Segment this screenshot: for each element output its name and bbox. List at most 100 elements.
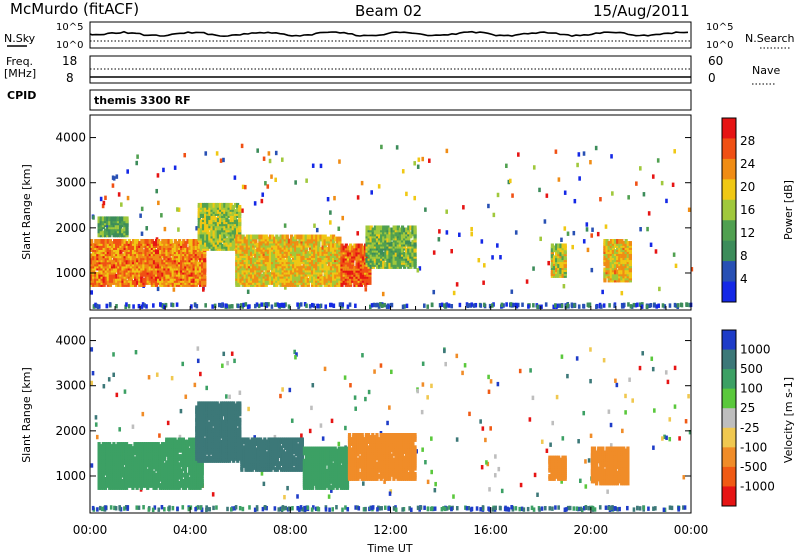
scatter-cell	[383, 479, 386, 484]
data-cell	[144, 278, 148, 283]
noise-cell	[520, 506, 524, 512]
scatter-cell	[233, 358, 236, 364]
scatter-cell	[195, 226, 198, 231]
data-cell	[127, 474, 131, 480]
data-cell	[182, 243, 186, 248]
noise-cell	[491, 507, 495, 512]
scatter-cell	[575, 356, 579, 361]
scatter-cell	[405, 191, 408, 197]
scatter-cell	[115, 392, 119, 398]
data-cell	[317, 257, 321, 263]
scatter-cell	[294, 180, 297, 185]
scatter-cell	[470, 226, 473, 232]
scatter-cell	[381, 291, 385, 297]
data-cell	[208, 219, 212, 225]
data-cell	[110, 251, 115, 257]
data-cell	[139, 442, 143, 447]
scatter-cell	[222, 351, 226, 357]
scatter-cell	[426, 395, 429, 400]
data-cell	[294, 234, 298, 240]
scatter-cell	[602, 358, 606, 363]
data-cell	[382, 251, 386, 257]
scatter-cell	[470, 231, 474, 237]
scatter-cell	[554, 149, 558, 154]
data-cell	[100, 269, 104, 275]
scatter-cell	[531, 395, 535, 401]
noise-cell	[522, 507, 526, 512]
noise-cell	[238, 505, 242, 511]
scatter-cell	[310, 405, 313, 411]
data-cell	[373, 257, 378, 263]
data-cell	[227, 219, 231, 225]
noise-cell	[348, 302, 352, 307]
data-cell	[609, 239, 613, 244]
data-cell	[120, 485, 124, 490]
data-cell	[154, 253, 159, 259]
data-cell	[409, 231, 413, 237]
scatter-cell	[477, 257, 481, 263]
scatter-cell	[147, 375, 151, 380]
noise-cell	[132, 304, 135, 309]
noise-cell	[218, 302, 221, 308]
scatter-cell	[671, 182, 675, 188]
data-cell	[367, 253, 371, 259]
noise-cell	[584, 505, 588, 511]
noise-cell	[181, 505, 185, 510]
data-cell	[121, 253, 125, 259]
cpid-label: CPID	[7, 89, 36, 102]
data-cell	[97, 228, 101, 234]
data-cell	[559, 263, 563, 269]
scatter-cell	[177, 227, 180, 232]
noise-cell	[405, 303, 409, 309]
data-cell	[116, 216, 121, 222]
data-cell	[285, 234, 289, 240]
scatter-cell	[547, 260, 550, 266]
noise-cell	[401, 507, 404, 512]
data-cell	[237, 236, 241, 242]
data-cell	[121, 232, 125, 238]
scatter-cell	[364, 396, 367, 402]
data-cell	[140, 245, 144, 250]
data-cell	[555, 243, 559, 249]
noise-cell	[287, 304, 291, 309]
noise-cell	[263, 505, 267, 510]
scatter-cell	[323, 366, 327, 372]
scatter-cell	[293, 349, 296, 355]
data-cell	[559, 251, 563, 257]
noise-cell	[433, 506, 437, 511]
data-cell	[148, 271, 152, 277]
data-cell	[275, 234, 279, 240]
data-cell	[300, 234, 304, 240]
data-cell	[110, 478, 114, 484]
scatter-cell	[126, 195, 130, 201]
data-cell	[264, 234, 268, 240]
data-cell	[407, 239, 411, 245]
scatter-cell	[426, 479, 430, 485]
data-cell	[550, 247, 554, 253]
data-cell	[340, 247, 344, 253]
data-cell	[154, 249, 159, 255]
data-cell	[118, 472, 122, 478]
noise-cell	[655, 304, 658, 309]
scatter-cell	[496, 192, 500, 198]
data-cell	[144, 239, 148, 244]
noise-right-label: N.Search	[745, 32, 795, 45]
data-cell	[411, 225, 415, 231]
data-cell	[97, 442, 101, 447]
noise-cell	[354, 505, 357, 510]
scatter-cell	[560, 479, 563, 484]
scatter-cell	[199, 371, 202, 377]
scatter-cell	[430, 436, 433, 441]
noise-cell	[447, 303, 451, 308]
noise-cell	[573, 303, 576, 308]
data-cell	[171, 282, 175, 287]
data-cell	[616, 239, 620, 244]
noise-cell	[645, 304, 649, 309]
data-cell	[201, 223, 206, 229]
data-cell	[394, 264, 398, 269]
data-cell	[199, 202, 204, 208]
scatter-cell	[157, 200, 160, 206]
data-cell	[317, 244, 321, 250]
scatter-cell	[343, 375, 347, 380]
data-cell	[141, 450, 146, 456]
